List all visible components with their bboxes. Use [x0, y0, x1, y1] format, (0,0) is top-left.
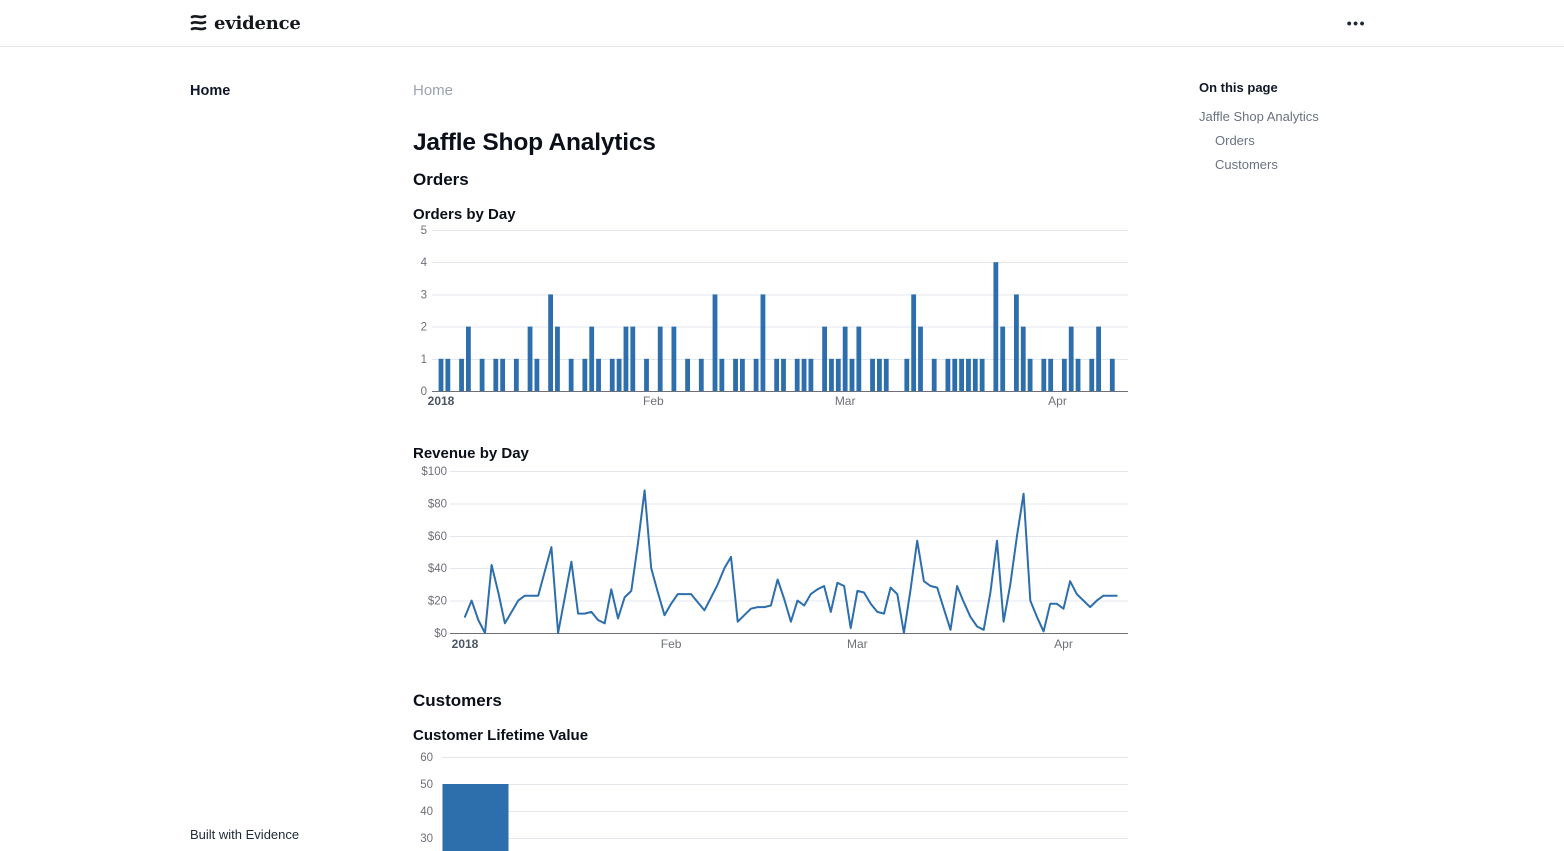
table-of-contents: On this page Jaffle Shop Analytics Order…: [1199, 80, 1399, 171]
chart-title-customer-lifetime-value: Customer Lifetime Value: [413, 727, 589, 744]
customer-lifetime-value-chart[interactable]: 60 50 40 30: [413, 744, 1128, 851]
section-heading-orders: Orders: [413, 170, 469, 189]
orders-by-day-chart[interactable]: 0 1 2 3 4 5 2018 Feb Mar Apr: [413, 223, 1128, 411]
breadcrumb[interactable]: Home: [413, 82, 454, 99]
chart-title-revenue-by-day: Revenue by Day: [413, 445, 529, 462]
svg-text:$40: $40: [428, 563, 447, 575]
toc-link-jaffle-shop-analytics[interactable]: Jaffle Shop Analytics: [1199, 109, 1319, 124]
svg-text:Mar: Mar: [847, 637, 868, 651]
svg-text:$0: $0: [434, 628, 447, 640]
evidence-logo[interactable]: evidence: [190, 13, 301, 34]
svg-text:2018: 2018: [428, 394, 455, 408]
svg-text:$80: $80: [428, 498, 447, 510]
svg-text:5: 5: [421, 225, 427, 237]
logo-text: evidence: [214, 12, 301, 34]
toc-link-orders[interactable]: Orders: [1215, 133, 1255, 148]
svg-text:60: 60: [420, 752, 433, 764]
svg-text:$20: $20: [428, 596, 447, 608]
svg-text:$60: $60: [428, 531, 447, 543]
svg-text:2018: 2018: [452, 637, 479, 651]
svg-text:Mar: Mar: [835, 394, 856, 408]
svg-text:50: 50: [420, 779, 433, 791]
chart-title-orders-by-day: Orders by Day: [413, 206, 516, 223]
svg-text:Apr: Apr: [1054, 637, 1073, 651]
svg-text:30: 30: [420, 833, 433, 845]
svg-text:Feb: Feb: [643, 394, 664, 408]
svg-text:1: 1: [421, 354, 427, 366]
toc-link-customers[interactable]: Customers: [1215, 157, 1278, 172]
svg-text:Feb: Feb: [661, 637, 682, 651]
evidence-logo-icon: [190, 14, 207, 31]
sidebar-item-home[interactable]: Home: [190, 83, 231, 99]
page-layout: Home Built with Evidence Home Jaffle Sho…: [0, 47, 1564, 851]
page-title: Jaffle Shop Analytics: [413, 129, 656, 156]
revenue-by-day-chart[interactable]: $0 $20 $40 $60 $80 $100 2018 Feb Mar Apr: [413, 462, 1128, 658]
toc-heading: On this page: [1199, 80, 1278, 95]
built-with-evidence-link[interactable]: Built with Evidence: [190, 827, 300, 842]
app-header: evidence •••: [0, 0, 1564, 47]
main-content: Home Jaffle Shop Analytics Orders Orders…: [413, 47, 1128, 851]
svg-text:4: 4: [421, 257, 428, 269]
section-heading-customers: Customers: [413, 691, 502, 710]
svg-text:Apr: Apr: [1048, 394, 1067, 408]
svg-text:40: 40: [420, 806, 433, 818]
svg-text:$100: $100: [421, 466, 447, 478]
sidebar-nav: Home: [190, 83, 390, 99]
svg-text:0: 0: [421, 386, 427, 398]
ellipsis-menu-icon[interactable]: •••: [1346, 15, 1366, 31]
svg-text:2: 2: [421, 322, 427, 334]
svg-text:3: 3: [421, 289, 427, 301]
